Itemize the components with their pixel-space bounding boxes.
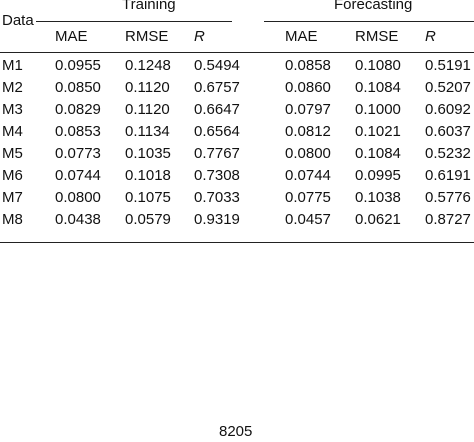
cell: 0.0829 (55, 101, 101, 118)
page-number: 8205 (219, 423, 253, 440)
cell: 0.6092 (425, 101, 471, 118)
cell: 0.1084 (355, 145, 401, 162)
cell: 0.0812 (285, 123, 331, 140)
cell: 0.0457 (285, 211, 331, 228)
cell: 0.5191 (425, 57, 471, 74)
cell: 0.0773 (55, 145, 101, 162)
group-header: Forecasting (334, 0, 413, 13)
cell: 0.6037 (425, 123, 471, 140)
cell: 0.6564 (194, 123, 240, 140)
row-label: M3 (2, 101, 23, 118)
cell: 0.0850 (55, 79, 101, 96)
cell: 0.0438 (55, 211, 101, 228)
cell: 0.7033 (194, 189, 240, 206)
rule (0, 52, 474, 53)
cell: 0.1120 (125, 79, 170, 96)
cell: 0.8727 (425, 211, 471, 228)
cell: 0.9319 (194, 211, 240, 228)
cell: 0.0579 (125, 211, 171, 228)
cell: 0.0775 (285, 189, 331, 206)
cell: 0.1018 (125, 167, 171, 184)
cell: 0.0860 (285, 79, 331, 96)
cell: 0.6757 (194, 79, 240, 96)
cell: 0.5232 (425, 145, 471, 162)
cell: 0.1038 (355, 189, 401, 206)
cell: 0.0858 (285, 57, 331, 74)
rule (36, 21, 232, 22)
cell: 0.6647 (194, 101, 240, 118)
cell: 0.1080 (355, 57, 401, 74)
row-label: M5 (2, 145, 23, 162)
cell: 0.7767 (194, 145, 240, 162)
row-label: M1 (2, 57, 23, 74)
cell: 0.0995 (355, 167, 401, 184)
row-label: M8 (2, 211, 23, 228)
cell: 0.5207 (425, 79, 471, 96)
column-header: MAE (55, 28, 88, 45)
group-header: Training (122, 0, 176, 13)
rule (264, 21, 474, 22)
column-header: RMSE (125, 28, 169, 45)
cell: 0.1075 (125, 189, 171, 206)
cell: 0.0797 (285, 101, 331, 118)
column-header: RMSE (355, 28, 399, 45)
row-label: M6 (2, 167, 23, 184)
rule (0, 242, 474, 243)
cell: 0.0800 (285, 145, 331, 162)
column-header: MAE (285, 28, 318, 45)
cell: 0.1021 (355, 123, 401, 140)
cell: 0.1035 (125, 145, 171, 162)
column-header: R (194, 28, 205, 45)
cell: 0.1248 (125, 57, 171, 74)
cell: 0.0621 (355, 211, 401, 228)
column-header: R (425, 28, 436, 45)
cell: 0.0955 (55, 57, 101, 74)
cell: 0.5494 (194, 57, 240, 74)
cell: 0.0744 (55, 167, 101, 184)
cell: 0.1134 (125, 123, 170, 140)
row-label: M4 (2, 123, 23, 140)
cell: 0.1120 (125, 101, 170, 118)
cell: 0.0744 (285, 167, 331, 184)
cell: 0.0800 (55, 189, 101, 206)
cell: 0.1000 (355, 101, 401, 118)
cell: 0.0853 (55, 123, 101, 140)
cell: 0.1084 (355, 79, 401, 96)
row-label: M2 (2, 79, 23, 96)
row-header: Data (2, 12, 34, 29)
cell: 0.7308 (194, 167, 240, 184)
cell: 0.5776 (425, 189, 471, 206)
row-label: M7 (2, 189, 23, 206)
cell: 0.6191 (425, 167, 471, 184)
